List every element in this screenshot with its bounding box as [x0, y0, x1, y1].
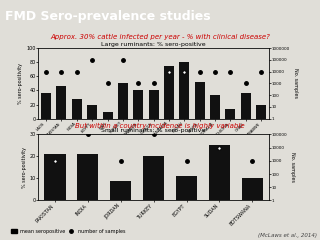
Bar [143, 156, 164, 200]
Legend: mean seropositive, number of samples: mean seropositive, number of samples [9, 227, 127, 236]
Bar [241, 93, 251, 119]
Bar [44, 154, 66, 200]
Title: Small ruminants: % sero-positive: Small ruminants: % sero-positive [101, 128, 206, 133]
Bar [102, 112, 113, 119]
Bar [72, 99, 82, 119]
Y-axis label: % sero-positivity: % sero-positivity [19, 63, 23, 104]
Bar [195, 82, 205, 119]
Text: But within a country incidence is highly variable: But within a country incidence is highly… [75, 123, 245, 129]
Bar [110, 180, 132, 200]
Bar [242, 178, 263, 200]
Bar [77, 154, 99, 200]
Y-axis label: No. samples: No. samples [292, 68, 298, 98]
Bar [179, 62, 189, 119]
Bar [41, 93, 51, 119]
Text: FMD Sero-prevalence studies: FMD Sero-prevalence studies [5, 10, 211, 23]
Text: (McLaws et al., 2014): (McLaws et al., 2014) [258, 233, 317, 238]
Text: Approx. 30% cattle infected per year - % with clinical disease?: Approx. 30% cattle infected per year - %… [50, 34, 270, 40]
Bar [176, 176, 197, 200]
Bar [56, 86, 67, 119]
Bar [164, 66, 174, 119]
Bar [87, 105, 97, 119]
Bar [225, 109, 236, 119]
Bar [133, 90, 143, 119]
Bar [256, 105, 266, 119]
Y-axis label: No. samples: No. samples [290, 152, 295, 182]
Y-axis label: % sero-positivity: % sero-positivity [21, 147, 27, 188]
Bar [209, 145, 230, 200]
Title: Large ruminants: % sero-positive: Large ruminants: % sero-positive [101, 42, 206, 47]
Bar [210, 96, 220, 119]
Bar [118, 84, 128, 119]
Bar [148, 90, 159, 119]
